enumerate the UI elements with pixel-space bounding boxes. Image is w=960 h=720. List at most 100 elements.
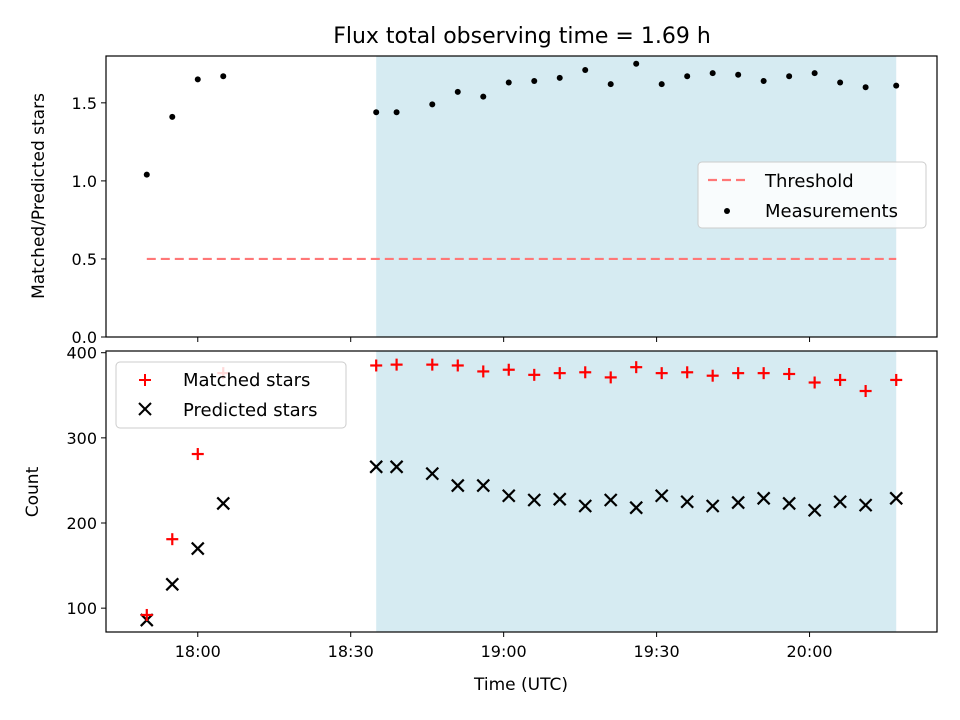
measurement-point [658, 81, 665, 88]
predicted-stars-point [425, 466, 440, 481]
measurement-point [194, 76, 201, 83]
matched-stars-point [630, 361, 643, 374]
top-y-tick-label: 1.0 [72, 172, 97, 191]
bottom-axes-frame [105, 350, 938, 633]
predicted-stars-point [552, 492, 567, 506]
bottom-y-axis-label: Count [23, 466, 43, 517]
matched-stars-point [191, 448, 204, 461]
measurement-point [811, 70, 818, 77]
measurement-point [393, 109, 400, 116]
matched-stars-point [579, 366, 592, 379]
measurement-point [607, 81, 614, 88]
bottom-panel: 100 200 300 400 18:00 18:30 19:00 19:30 20:00 C… [23, 344, 938, 695]
measurement-point [837, 79, 844, 86]
legend-measurements-label: Measurements [765, 201, 898, 222]
matched-stars-point [553, 367, 566, 380]
matched-stars-point [681, 366, 694, 379]
matched-stars-point [890, 373, 903, 386]
x-tick-label: 18:00 [175, 642, 221, 661]
predicted-stars-point [476, 478, 491, 493]
predicted-stars-point [807, 503, 822, 518]
matched-stars-point [426, 358, 439, 371]
top-y-ticks: 0.0 0.5 1.0 1.5 [72, 94, 106, 347]
predicted-stars-point [889, 491, 903, 506]
bottom-observing-window [376, 351, 897, 632]
x-tick-label: 18:30 [328, 642, 374, 661]
x-axis-label: Time (UTC) [473, 675, 568, 695]
matched-stars-point [655, 367, 668, 380]
predicted-stars-point [654, 488, 669, 503]
matched-stars-point [757, 367, 770, 380]
top-y-tick-label: 0.0 [72, 328, 97, 347]
matched-stars-point [140, 608, 153, 621]
predicted-stars-point [680, 494, 694, 509]
matched-stars-point [859, 385, 872, 398]
predicted-stars-point [527, 493, 542, 507]
top-y-tick-label: 0.5 [72, 250, 97, 269]
measurement-point [709, 70, 716, 77]
legend-predicted-swatch [138, 402, 152, 416]
top-y-axis-label: Matched/Predicted stars [29, 93, 49, 299]
measurement-point [531, 77, 538, 84]
measurement-point [684, 73, 691, 80]
measurement-point [556, 74, 563, 81]
measurement-point [633, 60, 640, 67]
measurement-point [143, 171, 150, 178]
bottom-y-tick-label: 400 [66, 344, 97, 363]
top-x-ticks [197, 337, 811, 342]
bottom-legend-box [115, 361, 347, 429]
bottom-x-ticks: 18:00 18:30 19:00 19:30 20:00 [175, 632, 833, 661]
bottom-series [140, 358, 903, 627]
matched-stars-point [502, 363, 515, 376]
chart-title: Flux total observing time = 1.69 h [333, 24, 711, 49]
predicted-stars-point [833, 494, 847, 509]
legend-predicted-label: Predicted stars [183, 400, 317, 421]
matched-stars-point [808, 376, 821, 389]
predicted-stars-point [858, 498, 873, 512]
measurement-point [582, 67, 589, 74]
predicted-stars-point [731, 495, 745, 510]
matched-stars-point [166, 533, 179, 546]
top-panel: 0.0 0.5 1.0 1.5 Matched/Predicted stars Thr… [29, 55, 938, 347]
measurement-point [429, 101, 436, 108]
x-tick-label: 19:00 [481, 642, 527, 661]
matched-stars-point [477, 365, 490, 378]
predicted-stars-point [603, 493, 618, 507]
bottom-y-tick-label: 200 [66, 514, 97, 533]
predicted-stars-point [190, 541, 205, 556]
measurement-point [220, 73, 227, 80]
matched-stars-point [834, 373, 847, 386]
predicted-stars-point [450, 478, 465, 493]
measurement-point [169, 113, 176, 120]
legend-matched-swatch [139, 374, 151, 386]
bottom-legend: Matched stars Predicted stars [115, 361, 347, 429]
predicted-stars-point [782, 496, 796, 511]
matched-stars-point [390, 358, 403, 371]
measurement-point [505, 79, 512, 86]
top-y-tick-label: 1.5 [72, 94, 97, 113]
bottom-y-ticks: 100 200 300 400 [66, 344, 106, 618]
matched-stars-point [732, 367, 745, 380]
matched-stars-point [783, 367, 796, 380]
predicted-stars-point [705, 499, 720, 513]
measurement-point [373, 109, 380, 116]
predicted-stars-point [165, 577, 180, 592]
legend-measurements-swatch [724, 208, 730, 214]
matched-stars-point [706, 369, 719, 382]
matched-stars-point [604, 371, 617, 384]
bottom-y-tick-label: 100 [66, 599, 97, 618]
measurement-point [735, 71, 742, 78]
x-tick-label: 19:30 [634, 642, 680, 661]
matched-stars-point [451, 359, 464, 372]
predicted-stars-point [389, 460, 404, 474]
legend-matched-label: Matched stars [183, 370, 310, 391]
x-tick-label: 20:00 [786, 642, 832, 661]
measurement-point [480, 93, 487, 100]
matched-stars-point [528, 368, 541, 381]
predicted-stars-point [216, 496, 231, 511]
predicted-stars-point [578, 499, 593, 513]
measurement-point [760, 77, 767, 84]
measurement-point [862, 84, 869, 91]
measurement-point [454, 88, 461, 95]
